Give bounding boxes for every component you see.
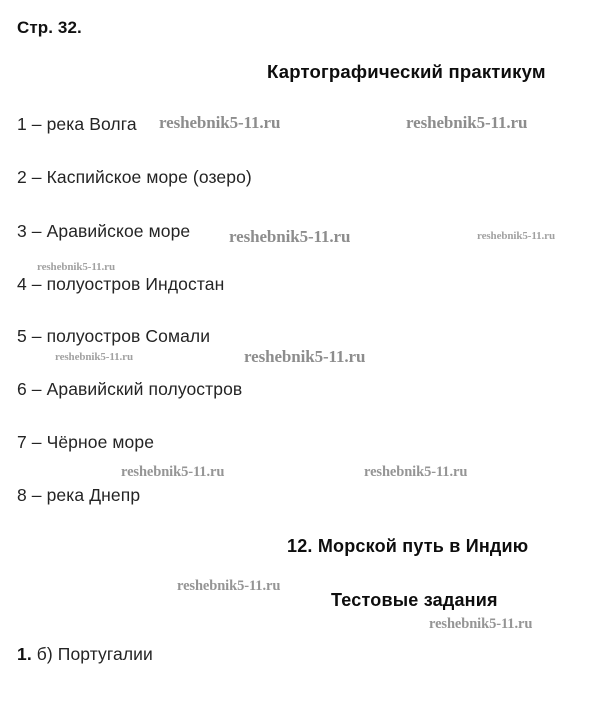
watermark: reshebnik5-11.ru — [177, 578, 281, 594]
watermark: reshebnik5-11.ru — [229, 227, 351, 246]
section-heading: Картографический практикум — [267, 61, 546, 82]
sub-heading: Тестовые задания — [331, 590, 498, 610]
answer-line: 1. б) Португалии — [17, 644, 153, 665]
watermark: reshebnik5-11.ru — [364, 464, 468, 480]
list-item: 1 – река Волга — [17, 114, 137, 134]
watermark: reshebnik5-11.ru — [406, 113, 528, 132]
watermark: reshebnik5-11.ru — [477, 230, 555, 242]
answer-text: б) Португалии — [36, 644, 153, 664]
watermark: reshebnik5-11.ru — [55, 351, 133, 363]
watermark: reshebnik5-11.ru — [429, 616, 533, 632]
list-item: 7 – Чёрное море — [17, 432, 155, 452]
list-item: 5 – полуостров Сомали — [17, 326, 211, 346]
watermark: reshebnik5-11.ru — [159, 113, 281, 132]
page-label: Стр. 32. — [17, 18, 82, 37]
list-item: 8 – река Днепр — [17, 485, 141, 505]
chapter-heading: 12. Морской путь в Индию — [287, 536, 529, 556]
watermark: reshebnik5-11.ru — [37, 261, 115, 273]
watermark: reshebnik5-11.ru — [121, 464, 225, 480]
list-item: 6 – Аравийский полуостров — [17, 379, 243, 399]
list-item: 4 – полуостров Индостан — [17, 274, 225, 294]
watermark: reshebnik5-11.ru — [244, 347, 366, 366]
answer-number: 1. — [17, 644, 32, 664]
list-item: 3 – Аравийское море — [17, 221, 191, 241]
list-item: 2 – Каспийское море (озеро) — [17, 167, 252, 187]
